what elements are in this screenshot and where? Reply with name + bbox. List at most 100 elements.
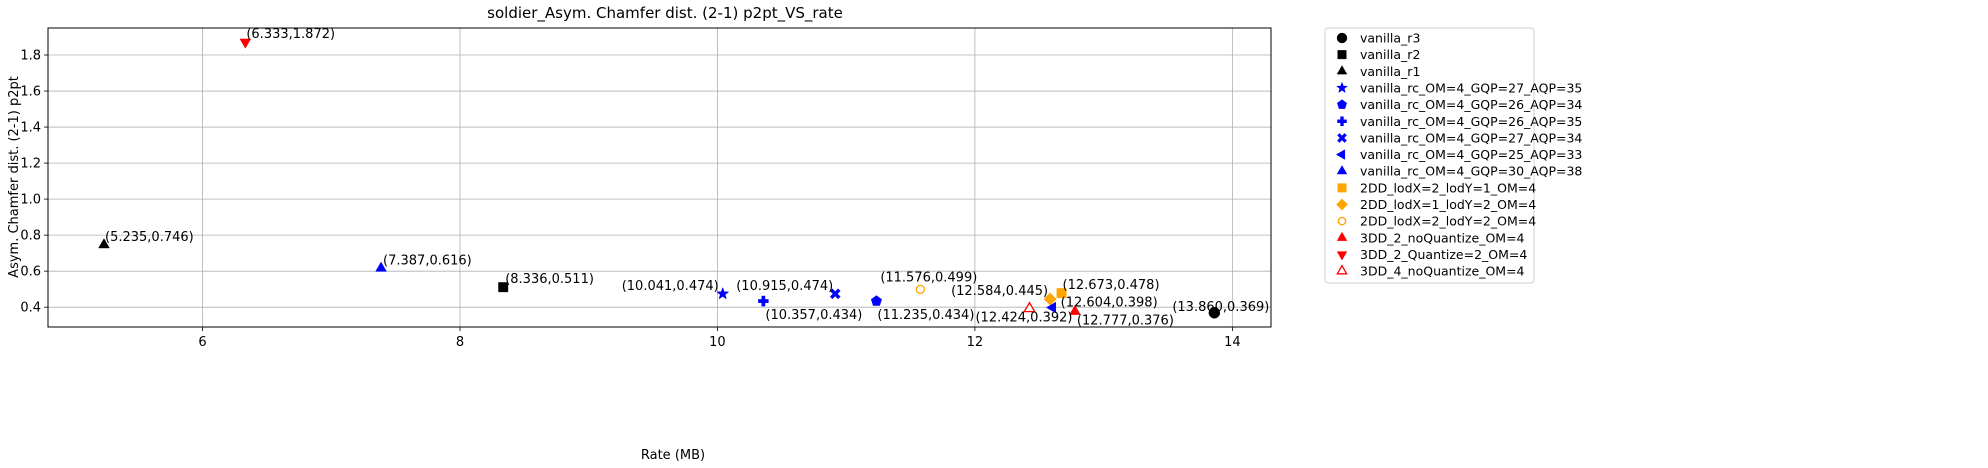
point-annotation: (6.333,1.872) [246,27,335,42]
y-tick-label: 0.8 [20,229,41,244]
x-tick-label: 6 [198,335,206,350]
legend-entry-label: vanilla_r1 [1360,64,1420,79]
point-annotation: (12.673,0.478) [1063,278,1160,293]
x-tick-label: 12 [967,335,984,350]
plot-area-frame [47,27,1272,328]
marker-star [1336,81,1348,94]
legend-marker [1336,198,1348,211]
axis-ticks: 6 8 10 12 14 0.4 0.6 0.8 1.0 1.2 1.4 1.6 1.8 [20,49,1240,350]
point-annotation: (10.357,0.434) [765,308,862,323]
marker-triangle-left [1045,301,1057,314]
marker-pentagon [870,295,882,306]
legend-marker [1336,165,1348,175]
legend-entry-label: 3DD_2_Quantize=2_OM=4 [1360,247,1527,262]
legend-entry-label: vanilla_rc_OM=4_GQP=26_AQP=35 [1360,114,1582,129]
legend-entry-label: 3DD_2_noQuantize_OM=4 [1360,230,1525,245]
legend-entry-label: vanilla_r3 [1360,31,1420,46]
legend-entry-label: vanilla_rc_OM=4_GQP=27_AQP=34 [1360,130,1582,145]
marker-square [1337,183,1347,193]
legend-entry-label: 2DD_lodX=2_lodY=2_OM=4 [1360,214,1536,229]
x-tick-label: 8 [456,335,464,350]
legend-marker [1336,65,1348,75]
marker-plus-v [1340,116,1344,126]
point-annotation: (7.387,0.616) [383,253,472,268]
marker-circle [1336,32,1348,44]
point-annotation: (11.235,0.434) [877,308,974,323]
marker-triangle-down [239,38,252,49]
data-point [1056,288,1067,299]
data-point [1023,301,1036,313]
legend-box [1324,27,1535,284]
marker-diamond [1336,198,1348,211]
marker-triangle [1069,304,1081,315]
legend-marker [1335,149,1346,160]
marker-triangle [1336,165,1348,175]
data-point [498,282,509,293]
point-annotation: (10.915,0.474) [736,279,833,294]
legend-entry-label: vanilla_r2 [1360,47,1420,62]
data-point [829,288,841,300]
data-point [758,295,769,307]
x-tick-label: 14 [1224,335,1241,350]
x-axis-label: Rate (MB) [641,448,705,463]
marker-pentagon [1336,99,1348,109]
legend-marker [1337,183,1347,193]
data-point [870,295,882,306]
y-tick-label: 0.6 [20,265,41,280]
marker-x-b [1337,133,1347,143]
data-point [1043,292,1057,306]
marker-square [1337,50,1347,60]
legend-marker [1337,133,1347,143]
marker-square [1056,288,1067,299]
legend-entry-label: vanilla_rc_OM=4_GQP=27_AQP=35 [1360,80,1582,95]
legend-entry-label: 3DD_4_noQuantize_OM=4 [1360,264,1525,279]
point-annotation: (12.604,0.398) [1061,296,1158,311]
point-annotations: (13.860,0.369) (8.336,0.511) (5.235,0.746)… [105,27,1269,328]
marker-x-b [829,288,841,300]
legend-entry-label: 2DD_lodX=2_lodY=1_OM=4 [1360,180,1536,195]
marker-hollow-octagon [915,284,925,294]
marker-triangle [98,238,110,249]
data-point [98,238,110,249]
chart-title: soldier_Asym. Chamfer dist. (2-1) p2pt_V… [487,4,843,23]
marker-circle [1208,307,1221,319]
x-tick-label: 10 [709,335,726,350]
point-annotation: (13.860,0.369) [1172,300,1269,315]
marker-hollow-triangle [1023,301,1036,313]
legend-marker [1337,217,1347,226]
marker-diamond [1043,292,1057,306]
legend-marker [1336,99,1348,109]
point-annotation: (12.777,0.376) [1077,314,1174,329]
data-points [98,38,1221,319]
marker-triangle [1336,231,1348,241]
legend-marker [1336,251,1348,261]
legend-entry-label: vanilla_rc_OM=4_GQP=30_AQP=38 [1360,164,1582,179]
data-point [915,284,925,294]
legend-marker [1336,32,1348,44]
marker-star [716,286,730,300]
legend-marker [1337,50,1347,60]
data-point [239,38,252,49]
data-point [1045,301,1057,314]
data-point [1069,304,1081,315]
data-point [1208,307,1221,319]
y-axis-label: Asym. Chamfer dist. (2-1) p2pt [7,76,22,278]
legend-entry-label: vanilla_rc_OM=4_GQP=25_AQP=33 [1360,147,1582,162]
marker-hollow-octagon [1337,217,1347,226]
marker-triangle [1336,65,1348,75]
marker-hollow-triangle [1336,264,1348,275]
point-annotation: (12.584,0.445) [951,284,1048,299]
marker-triangle-left [1335,149,1346,160]
point-annotation: (12.424,0.392) [975,311,1072,326]
marker-triangle [375,261,387,272]
data-point [375,261,387,272]
point-annotation: (8.336,0.511) [505,272,594,287]
legend: vanilla_r3vanilla_r2vanilla_r1vanilla_rc… [1324,27,1582,284]
grid-lines [48,28,1271,327]
y-tick-label: 0.4 [20,301,41,316]
y-tick-label: 1.6 [20,85,41,100]
y-tick-label: 1.0 [20,193,41,208]
marker-square [498,282,509,293]
point-annotation: (5.235,0.746) [105,230,194,245]
